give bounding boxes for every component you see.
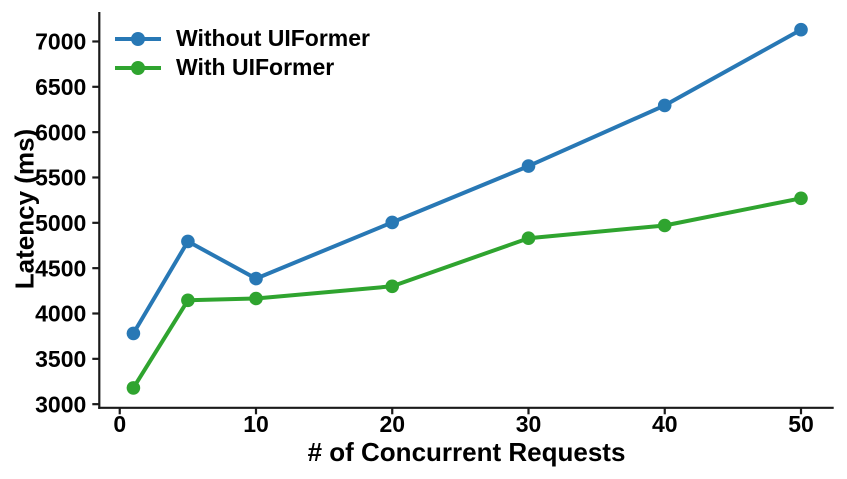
y-tick-label-7000: 7000 [35,29,86,55]
data-point-with-uiformer-x30 [521,231,536,245]
x-tick-label-40: 40 [652,411,678,437]
y-tick-label-6500: 6500 [35,74,86,100]
y-tick-label-3000: 3000 [35,391,86,417]
legend-label-with-uiformer: With UIFormer [176,54,335,80]
data-point-without-uiformer-x5 [181,234,195,249]
y-tick-label-4000: 4000 [35,301,86,327]
data-point-without-uiformer-x30 [521,159,536,173]
legend: Without UIFormer With UIFormer [113,24,370,82]
y-tick-label-4500: 4500 [35,255,86,281]
x-tick-label-0: 0 [113,411,126,437]
line-marker-swatch-icon [115,31,161,46]
x-tick-label-10: 10 [243,411,269,437]
legend-item-without-uiformer: Without UIFormer [113,24,370,53]
data-point-without-uiformer-x10 [249,271,263,286]
data-point-with-uiformer-x1 [126,381,141,395]
x-tick-label-50: 50 [788,411,814,437]
x-axis-title: # of Concurrent Requests [307,437,626,467]
legend-label-without-uiformer: Without UIFormer [176,25,370,51]
series-line-with-uiformer [131,196,802,389]
line-marker-swatch-icon [115,60,161,75]
data-point-without-uiformer-x1 [126,326,141,341]
x-tick-label-30: 30 [516,411,542,437]
legend-item-with-uiformer: With UIFormer [113,53,370,82]
data-point-without-uiformer-x50 [794,22,808,37]
data-point-with-uiformer-x10 [249,291,263,306]
data-point-without-uiformer-x20 [385,215,400,230]
y-tick-label-5500: 5500 [35,165,86,191]
data-point-without-uiformer-x40 [657,98,672,113]
y-tick-label-6000: 6000 [35,119,86,145]
data-point-with-uiformer-x20 [385,279,400,294]
data-point-with-uiformer-x50 [794,191,808,206]
data-point-with-uiformer-x5 [181,293,195,308]
y-axis-title: Latency (ms) [9,128,40,290]
y-tick-label-5000: 5000 [35,210,86,236]
y-tick-label-3500: 3500 [35,346,86,372]
x-tick-label-20: 20 [379,411,405,437]
data-point-with-uiformer-x40 [657,218,672,233]
